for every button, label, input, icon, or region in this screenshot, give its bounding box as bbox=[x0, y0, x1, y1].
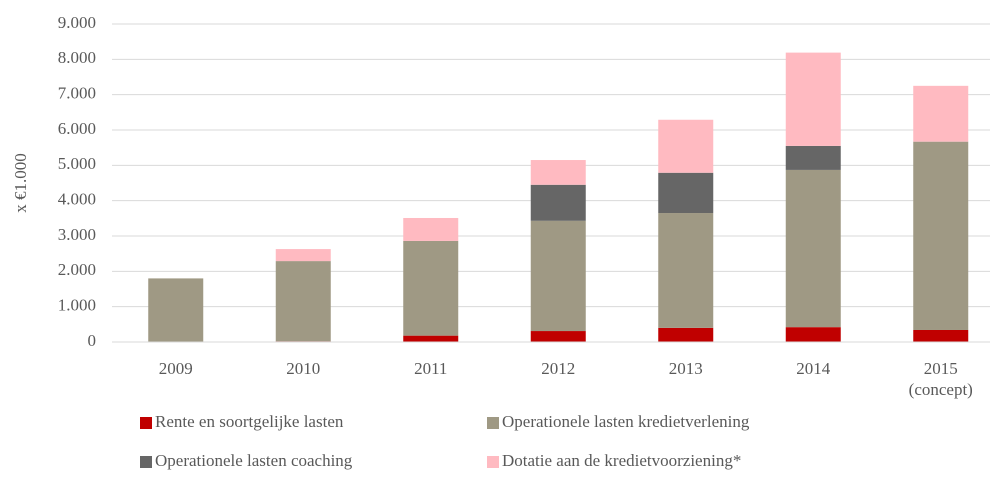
bar-segment bbox=[785, 145, 841, 170]
legend-label: Operationele lasten coaching bbox=[155, 451, 353, 470]
bar-segment bbox=[530, 220, 586, 332]
legend-swatch bbox=[140, 456, 152, 468]
bar-segment bbox=[403, 217, 459, 241]
x-tick-label: 2009 bbox=[158, 359, 193, 378]
y-tick-label: 5.000 bbox=[58, 154, 96, 173]
bar-segment bbox=[403, 335, 459, 342]
bar-segment bbox=[913, 85, 969, 142]
y-tick-label: 4.000 bbox=[58, 190, 96, 209]
bar-segment bbox=[913, 141, 969, 330]
x-tick-label: 2014 bbox=[796, 359, 831, 378]
y-axis-label: x €1.000 bbox=[11, 153, 30, 213]
bar-segment bbox=[658, 213, 714, 328]
x-tick-label: 2010 bbox=[286, 359, 321, 378]
x-tick-label: 2011 bbox=[414, 359, 448, 378]
bar-segment bbox=[148, 278, 204, 342]
bar-segment bbox=[785, 327, 841, 342]
legend-label: Operationele lasten kredietverlening bbox=[502, 412, 750, 431]
bar-segment bbox=[530, 160, 586, 185]
bar-segment bbox=[658, 327, 714, 342]
legend-label: Dotatie aan de kredietvoorziening* bbox=[502, 451, 741, 470]
bar-segment bbox=[530, 331, 586, 342]
y-tick-label: 2.000 bbox=[58, 260, 96, 279]
legend-swatch bbox=[487, 417, 499, 429]
bar-segment bbox=[913, 329, 969, 342]
x-tick-label: 2013 bbox=[668, 359, 703, 378]
bar-segment bbox=[403, 240, 459, 336]
x-tick-label: 2015 (concept) bbox=[908, 359, 973, 399]
bar-segment bbox=[658, 119, 714, 173]
y-tick-label: 9.000 bbox=[58, 13, 96, 32]
y-tick-label: 3.000 bbox=[58, 225, 96, 244]
bar-segment bbox=[530, 184, 586, 221]
legend-swatch bbox=[140, 417, 152, 429]
bar-segment bbox=[658, 172, 714, 214]
bar-segment bbox=[785, 169, 841, 328]
bar-segment bbox=[275, 249, 331, 262]
y-tick-label: 0 bbox=[88, 331, 97, 350]
y-tick-label: 8.000 bbox=[58, 48, 96, 67]
y-tick-label: 7.000 bbox=[58, 84, 96, 103]
x-tick-label: 2012 bbox=[541, 359, 576, 378]
legend-swatch bbox=[487, 456, 499, 468]
bar-segment bbox=[275, 261, 331, 342]
y-tick-label: 1.000 bbox=[58, 296, 96, 315]
legend-label: Rente en soortgelijke lasten bbox=[155, 412, 344, 431]
y-tick-label: 6.000 bbox=[58, 119, 96, 138]
bar-segment bbox=[785, 52, 841, 146]
